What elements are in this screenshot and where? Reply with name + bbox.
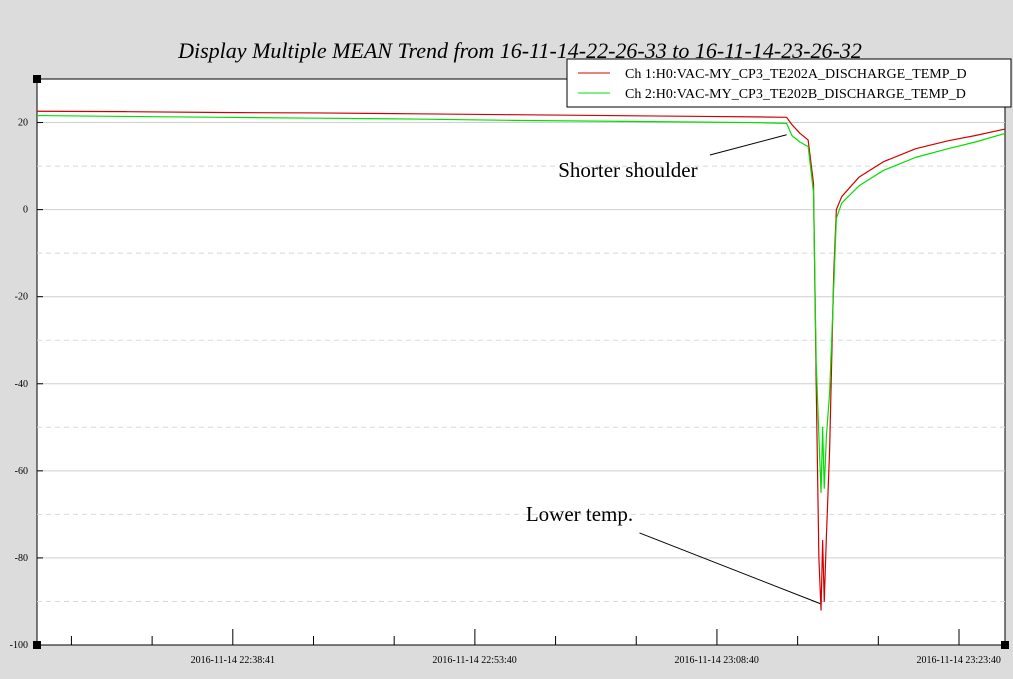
annotation-pointer [709,134,787,156]
series-layer [36,110,1006,611]
x-tick-label: 2016-11-14 22:38:41 [191,655,275,666]
x-tick-label: 2016-11-14 23:08:40 [674,655,758,666]
y-tick-label: -100 [10,640,28,651]
legend-entry-label: Ch 2:H0:VAC-MY_CP3_TE202B_DISCHARGE_TEMP… [625,87,966,102]
y-tick-label: -20 [15,292,28,303]
corner-handle-top-left[interactable] [33,75,41,83]
y-tick-label: 0 [23,205,28,216]
annotation-label: Shorter shoulder [558,158,697,182]
x-axis: 2016-11-14 22:38:41 2016-11-14 22:53:40 20… [70,629,1001,666]
legend-entry-label: Ch 1:H0:VAC-MY_CP3_TE202A_DISCHARGE_TEMP… [625,67,967,82]
annotation-label: Lower temp. [526,502,633,526]
annotations: Shorter shoulder Lower temp. [526,134,821,605]
corner-handle-bottom-left[interactable] [33,641,41,649]
annotation-pointer [639,532,821,605]
legend: Ch 1:H0:VAC-MY_CP3_TE202A_DISCHARGE_TEMP… [566,58,1012,108]
corner-handle-bottom-right[interactable] [1001,641,1009,649]
x-tick-label: 2016-11-14 23:23:40 [917,655,1001,666]
grid-lines [37,122,1005,602]
y-tick-label: -80 [15,553,28,564]
plot-area [36,78,1006,646]
series-line-ch1 [36,110,1006,611]
legend-box [566,58,1012,108]
series-line-ch2 [36,114,1006,494]
y-tick-label: -40 [15,379,28,390]
corner-handles [33,75,1009,649]
y-tick-label: 20 [18,118,28,129]
y-axis: 20 0 -20 -40 -60 -80 -100 [10,118,43,651]
y-tick-label: -60 [15,466,28,477]
x-tick-label: 2016-11-14 22:53:40 [432,655,516,666]
